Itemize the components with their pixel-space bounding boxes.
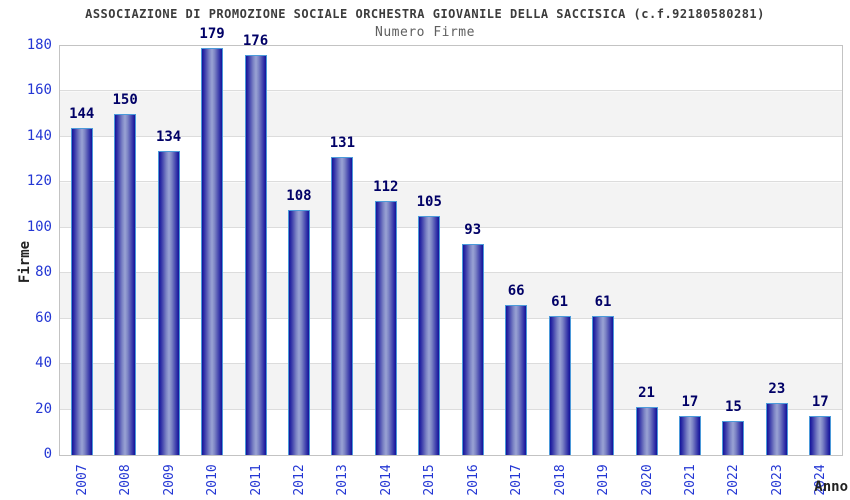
bar-value-label: 179 <box>199 26 225 42</box>
bar <box>331 157 354 455</box>
y-tick-label: 40 <box>35 355 52 372</box>
bar-value-label: 134 <box>155 129 182 145</box>
gridline <box>60 408 842 410</box>
x-tick-label: 2010 <box>204 464 220 496</box>
bar <box>765 403 788 455</box>
bar-value-label: 15 <box>724 399 742 415</box>
x-axis-title: Anno <box>814 479 848 495</box>
x-tick-label: 2007 <box>74 464 90 496</box>
gridline <box>60 272 842 274</box>
bar <box>548 316 571 455</box>
y-axis-title: Firme <box>17 240 33 284</box>
gridline <box>60 181 842 183</box>
y-tick-label: 160 <box>26 82 52 99</box>
bar <box>418 216 441 455</box>
bar-value-label: 144 <box>69 106 95 122</box>
plot-area: 144 2007 150 2008 134 2009 179 2010 176 2011 108 20… <box>59 27 843 496</box>
y-tick-label: 0 <box>43 446 52 462</box>
bar-value-label: 61 <box>594 294 612 310</box>
chart-title: ASSOCIAZIONE DI PROMOZIONE SOCIALE ORCHE… <box>85 7 765 21</box>
x-tick-label: 2016 <box>465 464 481 496</box>
bar <box>287 210 310 455</box>
gridline <box>60 226 842 228</box>
bar-value-label: 108 <box>286 188 312 204</box>
x-tick-label: 2013 <box>334 464 350 496</box>
bar <box>592 316 615 455</box>
bar <box>114 114 137 455</box>
bar <box>678 416 701 455</box>
gridline <box>60 363 842 365</box>
y-tick-label: 180 <box>26 37 52 53</box>
bar <box>461 244 484 455</box>
x-tick-label: 2019 <box>595 464 611 496</box>
bar-value-label: 150 <box>112 92 138 108</box>
bar-value-label: 66 <box>507 283 525 299</box>
bar-value-label: 131 <box>329 135 356 151</box>
bar <box>635 407 658 455</box>
x-tick-label: 2018 <box>552 464 568 496</box>
gridline <box>60 135 842 137</box>
x-tick-label: 2017 <box>508 464 524 496</box>
bar <box>157 151 180 455</box>
x-tick-label: 2022 <box>725 464 741 496</box>
x-tick-label: 2021 <box>682 464 698 496</box>
y-tick-label: 80 <box>35 264 52 281</box>
bar <box>70 128 93 455</box>
x-tick-label: 2008 <box>117 464 133 496</box>
y-tick-label: 100 <box>26 218 52 235</box>
bar-value-label: 23 <box>768 381 786 397</box>
gridline <box>60 90 842 92</box>
bar <box>374 201 397 455</box>
x-tick-label: 2020 <box>639 464 654 496</box>
y-tick-label: 20 <box>35 400 52 417</box>
y-tick-label: 120 <box>26 173 52 190</box>
bar-value-label: 93 <box>464 222 482 238</box>
bar <box>505 305 528 455</box>
bar-value-label: 105 <box>416 194 442 210</box>
bar <box>722 421 745 455</box>
x-tick-label: 2012 <box>291 464 307 496</box>
bar <box>809 416 832 455</box>
bar-value-label: 17 <box>681 394 699 410</box>
bar <box>201 48 224 455</box>
x-tick-label: 2023 <box>769 464 785 496</box>
x-tick-label: 2009 <box>161 464 177 496</box>
y-tick-label: 140 <box>26 127 52 144</box>
gridline <box>60 317 842 319</box>
x-tick-label: 2015 <box>421 464 437 496</box>
bar-value-label: 21 <box>638 385 655 401</box>
x-tick-label: 2014 <box>378 464 394 496</box>
bar-value-label: 112 <box>373 179 399 195</box>
chart-subtitle: Numero Firme <box>375 25 475 40</box>
bar <box>244 55 267 455</box>
bar-value-label: 176 <box>242 33 269 49</box>
bar-value-label: 17 <box>811 394 829 410</box>
x-tick-label: 2011 <box>248 464 263 496</box>
bar-value-label: 61 <box>551 294 569 310</box>
y-tick-label: 60 <box>35 309 52 326</box>
